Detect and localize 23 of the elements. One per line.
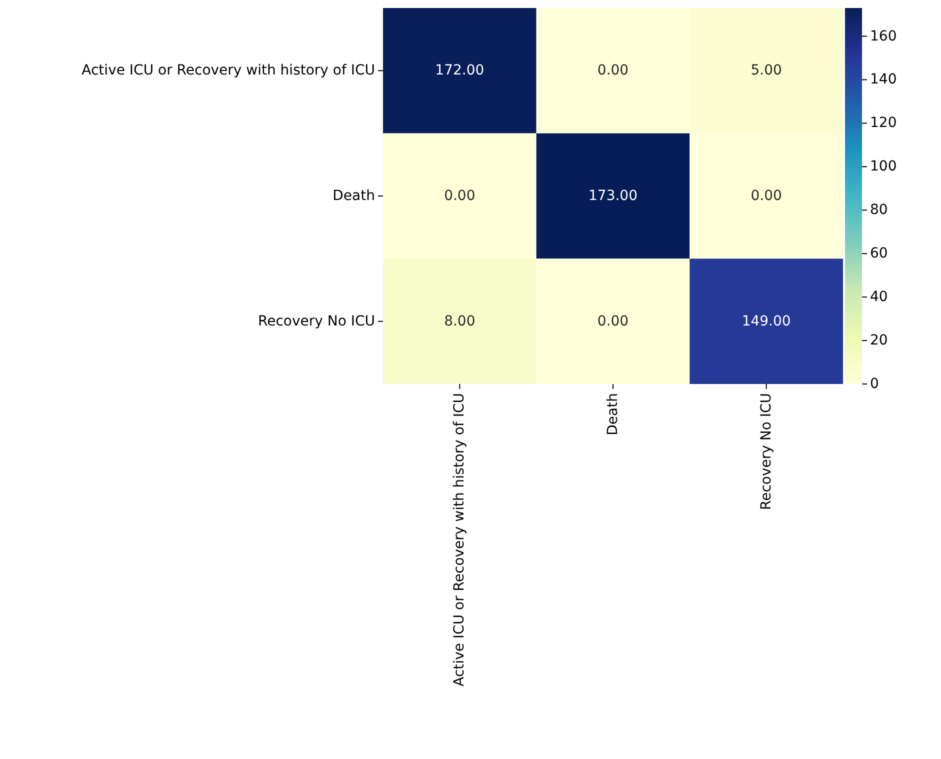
- color-bar-label: 20: [870, 332, 888, 349]
- data-label: 8.00: [444, 313, 476, 330]
- data-label: 5.00: [750, 62, 782, 79]
- x-tick-label: Recovery No ICU: [758, 393, 774, 510]
- data-label: 0.00: [597, 62, 629, 79]
- color-bar-label: 40: [870, 289, 888, 306]
- color-bar-label: 160: [870, 28, 897, 44]
- color-bar-label: 100: [870, 158, 897, 175]
- data-label: 0.00: [750, 188, 782, 204]
- data-label: 172.00: [435, 62, 484, 79]
- data-label: 173.00: [588, 188, 638, 204]
- color-bar-label: 60: [870, 246, 888, 262]
- y-tick-label: Recovery No ICU: [258, 313, 375, 330]
- color-bar-label: 80: [870, 202, 888, 218]
- x-tick-label: Death: [605, 393, 621, 436]
- color-bar-label: 140: [870, 72, 897, 88]
- data-label: 149.00: [742, 313, 791, 330]
- data-label: 0.00: [444, 188, 476, 204]
- color-bar-label: 0: [870, 376, 879, 392]
- data-label: 0.00: [597, 313, 629, 330]
- y-tick-label: Active ICU or Recovery with history of ICU: [82, 62, 375, 79]
- color-bar-label: 120: [870, 115, 897, 132]
- y-tick-label: Death: [332, 188, 375, 204]
